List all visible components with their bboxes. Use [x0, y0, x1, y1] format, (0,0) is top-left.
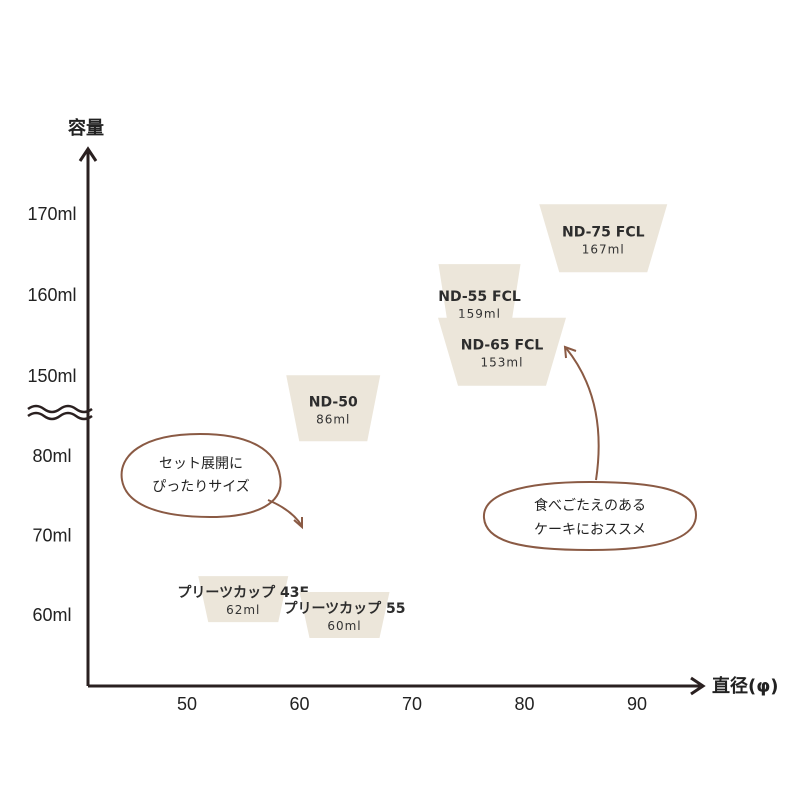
annotation-arrow [565, 347, 600, 481]
bubble-outline [120, 432, 282, 519]
cup-volume: 86ml [316, 412, 350, 426]
cup-volume: 60ml [327, 619, 361, 633]
x-tick-label: 70 [402, 694, 422, 714]
annotation-set-size: セット展開に ぴったりサイズ [120, 432, 303, 530]
y-tick-label: 160ml [27, 285, 76, 305]
y-tick-label: 170ml [27, 204, 76, 224]
cup-shape [438, 317, 566, 386]
axis-break-lower [27, 411, 93, 421]
cup-marker: ND-75 FCL 167ml [539, 204, 668, 273]
cup-marker: プリーツカップ 55 60ml [283, 592, 406, 638]
x-tick-label: 80 [514, 694, 534, 714]
y-tick-label: 150ml [27, 366, 76, 386]
cup-volume: 167ml [582, 242, 625, 256]
x-axis-title: 直径(φ) [712, 675, 779, 697]
y-tick-label: 60ml [32, 605, 71, 625]
annotation-line-1: セット展開に [159, 456, 243, 472]
x-tick-label: 60 [289, 694, 309, 714]
cup-name: ND-50 [309, 394, 358, 410]
annotation-cake: 食べごたえのある ケーキにおススメ [482, 345, 698, 552]
cup-shape [286, 375, 381, 442]
cup-name: ND-55 FCL [438, 289, 521, 305]
cup-volume: 159ml [458, 307, 501, 321]
annotation-line-2: ぴったりサイズ [152, 479, 250, 495]
cup-name: プリーツカップ 43F [177, 585, 309, 601]
y-tick-label: 80ml [32, 446, 71, 466]
cup-shape [539, 204, 668, 273]
cup-volume: 62ml [226, 603, 260, 617]
bubble-outline [482, 480, 698, 552]
cup-shape [198, 576, 289, 623]
cup-name: ND-75 FCL [562, 224, 645, 240]
cup-marker: ND-65 FCL 153ml [438, 317, 566, 386]
cup-shape [299, 592, 390, 638]
cup-name: ND-65 FCL [461, 338, 544, 354]
y-tick-label: 70ml [32, 526, 71, 546]
annotation-arrow [267, 499, 303, 527]
x-tick-label: 50 [177, 694, 197, 714]
y-axis-arrow [78, 146, 98, 162]
annotation-line-1: 食べごたえのある [534, 497, 646, 514]
cup-marker: ND-50 86ml [286, 375, 381, 442]
x-axis-arrow [690, 676, 706, 696]
y-axis-title: 容量 [68, 117, 104, 139]
annotation-line-2: ケーキにおススメ [534, 522, 646, 538]
annotation-arrowhead [563, 345, 577, 359]
cup-marker: プリーツカップ 43F 62ml [177, 576, 309, 623]
x-tick-label: 90 [627, 694, 647, 714]
annotation-arrowhead [293, 517, 303, 530]
cup-volume: 153ml [481, 356, 524, 370]
axis-break-upper [27, 404, 93, 414]
cup-name: プリーツカップ 55 [283, 601, 405, 617]
